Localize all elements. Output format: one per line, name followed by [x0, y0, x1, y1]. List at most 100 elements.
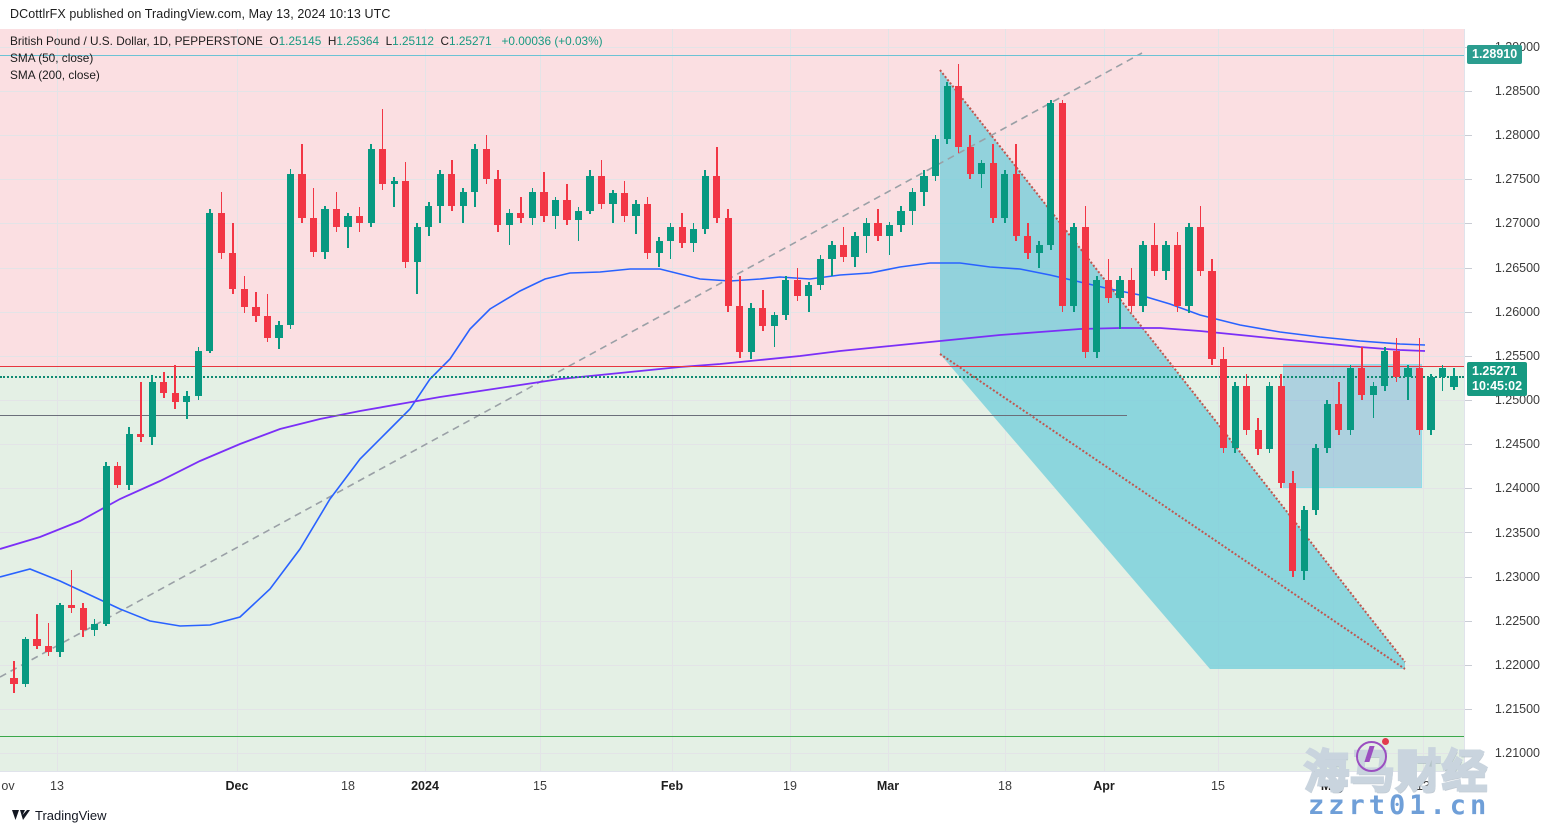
candle-body [667, 226, 675, 241]
time-axis-label: 13 [50, 779, 64, 793]
candle-body [978, 163, 986, 174]
candle-body [1369, 385, 1377, 395]
last-price-badge[interactable]: 1.25271 10:45:02 [1467, 362, 1528, 397]
time-axis-label: 15 [1211, 779, 1225, 793]
price-axis-label: 1.27000 [1494, 216, 1540, 231]
candle-body [1001, 173, 1009, 219]
candle-body [1346, 368, 1354, 431]
price-tick [1465, 665, 1472, 666]
price-tick [1465, 444, 1472, 445]
candle-body [1243, 385, 1251, 431]
price-axis-label: 1.23000 [1494, 569, 1540, 584]
candle-body [713, 175, 721, 219]
gridline-v [1333, 29, 1334, 771]
candle-body [943, 85, 951, 139]
candle-body [1162, 244, 1170, 272]
candle-body [540, 191, 548, 217]
candle-body [171, 392, 179, 402]
price-axis[interactable]: 1.290001.285001.280001.275001.270001.265… [1464, 29, 1547, 771]
price-axis-label: 1.27500 [1494, 172, 1540, 187]
candle-wick [577, 207, 580, 241]
candle-body [367, 149, 375, 224]
candle-body [1081, 226, 1089, 353]
candle-body [1116, 279, 1124, 298]
time-axis-label: Dec [225, 779, 249, 793]
descending-channel-shape[interactable] [940, 70, 1405, 669]
candle-body [436, 173, 444, 206]
candle-body [1277, 385, 1285, 484]
tradingview-logo-icon [12, 809, 30, 822]
candle-wick [1407, 364, 1409, 400]
tradingview-brand-label: TradingView [35, 808, 107, 823]
candle-body [298, 173, 306, 219]
upper-level-price-badge[interactable]: 1.28910 [1467, 44, 1523, 65]
candle-body [448, 173, 456, 206]
candle-body [609, 193, 617, 204]
candle-body [1012, 173, 1020, 236]
candle-body [114, 466, 122, 485]
gridline-h [0, 135, 1464, 136]
price-tick [1465, 621, 1472, 622]
candle-body [1427, 377, 1435, 431]
candle-wick [347, 212, 349, 249]
candle-wick [865, 218, 868, 254]
price-axis-label: 1.28000 [1494, 128, 1540, 142]
candle-body [79, 608, 87, 630]
price-tick [1465, 488, 1472, 489]
candle-body [286, 173, 295, 325]
price-tick [1465, 135, 1472, 136]
candle-body [240, 288, 248, 308]
candle-wick [462, 188, 465, 224]
candle-body [528, 191, 536, 219]
price-tick [1465, 532, 1472, 533]
candle-body [413, 226, 421, 263]
time-axis[interactable]: ov 13 Dec 18 2024 15 Feb 19 Mar 18 Apr 15 May 13 [0, 771, 1464, 804]
lower-green-level-line [0, 736, 1464, 737]
price-tick [1465, 312, 1472, 313]
candle-wick [1119, 276, 1121, 330]
candle-body [379, 149, 387, 185]
candle-body [678, 226, 686, 243]
candle-body [1104, 279, 1112, 298]
candle-wick [888, 221, 891, 256]
gridline-h [0, 312, 1464, 313]
candle-body [782, 279, 790, 316]
candle-body [1220, 359, 1228, 448]
last-price-value: 1.25271 [1472, 364, 1518, 379]
candle-body [217, 212, 225, 254]
channel-lower-border[interactable] [939, 353, 1406, 670]
price-tick [1465, 709, 1472, 710]
close-price-dotted-line [0, 376, 1464, 378]
price-tick [1465, 577, 1472, 578]
candle-body [1312, 447, 1320, 510]
price-tick [1465, 91, 1472, 92]
candle-body [1415, 368, 1424, 431]
price-tick [1465, 400, 1472, 401]
candle-body [137, 433, 145, 438]
drawing-shapes[interactable] [0, 29, 1464, 771]
gridline-h [0, 488, 1464, 489]
candle-wick [831, 241, 833, 277]
candle-body [263, 316, 272, 339]
candle-body [1266, 385, 1274, 450]
gridline-h [0, 621, 1464, 622]
gridline-h [0, 223, 1464, 224]
upper-cyan-level-line [0, 55, 1464, 56]
ascending-trendline[interactable] [0, 52, 1143, 678]
candle-body [932, 138, 940, 176]
candle-wick [842, 226, 845, 263]
time-axis-label: Feb [660, 779, 684, 793]
candle-body [402, 180, 410, 263]
candle-wick [520, 196, 522, 224]
candle-body [321, 209, 329, 252]
price-tick [1465, 268, 1472, 269]
price-tick [1465, 753, 1472, 754]
chart-plot-area[interactable] [0, 29, 1464, 771]
candle-body [21, 638, 30, 685]
candle-body [344, 216, 352, 227]
candle-body [125, 433, 133, 485]
candle-body [597, 175, 606, 204]
candle-body [816, 258, 824, 286]
candle-body [194, 350, 202, 396]
candle-body [1208, 271, 1216, 360]
